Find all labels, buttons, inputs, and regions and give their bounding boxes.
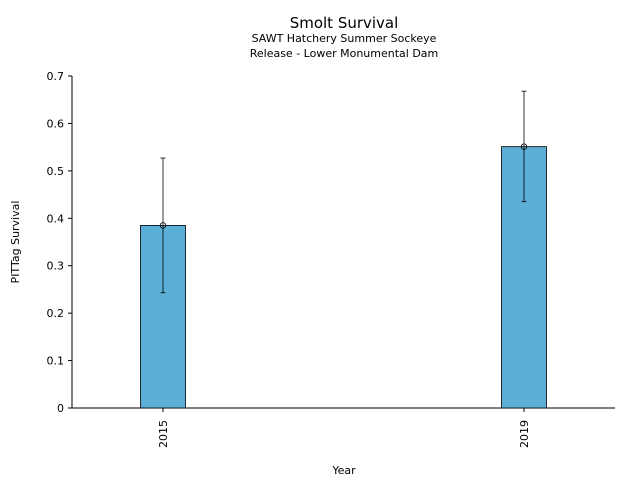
chart-title: Smolt Survival xyxy=(290,14,399,32)
y-axis-label: PITTag Survival xyxy=(9,201,22,284)
y-tick-label: 0.1 xyxy=(47,355,65,368)
y-tick-label: 0 xyxy=(57,402,64,415)
y-tick-label: 0.5 xyxy=(47,165,65,178)
y-tick-label: 0.3 xyxy=(47,260,65,273)
estimate-marker xyxy=(520,143,528,150)
x-axis-label: Year xyxy=(331,464,356,477)
error-bars xyxy=(159,90,528,294)
y-tick-label: 0.2 xyxy=(47,307,65,320)
chart-subtitle-line-2: Release - Lower Monumental Dam xyxy=(250,47,439,60)
y-tick-label: 0.7 xyxy=(47,70,65,83)
estimate-marker xyxy=(159,222,167,229)
x-axis: 2015 2019 xyxy=(72,407,615,448)
x-tick-label: 2019 xyxy=(518,420,531,448)
x-tick-label: 2015 xyxy=(157,420,170,448)
chart-subtitle-line-1: SAWT Hatchery Summer Sockeye xyxy=(252,32,437,45)
y-tick-label: 0.4 xyxy=(47,212,65,225)
y-tick-label: 0.6 xyxy=(47,117,65,130)
bars xyxy=(140,146,547,409)
y-axis: 0 0.1 0.2 0.3 0.4 0.5 0.6 0.7 xyxy=(47,70,73,415)
